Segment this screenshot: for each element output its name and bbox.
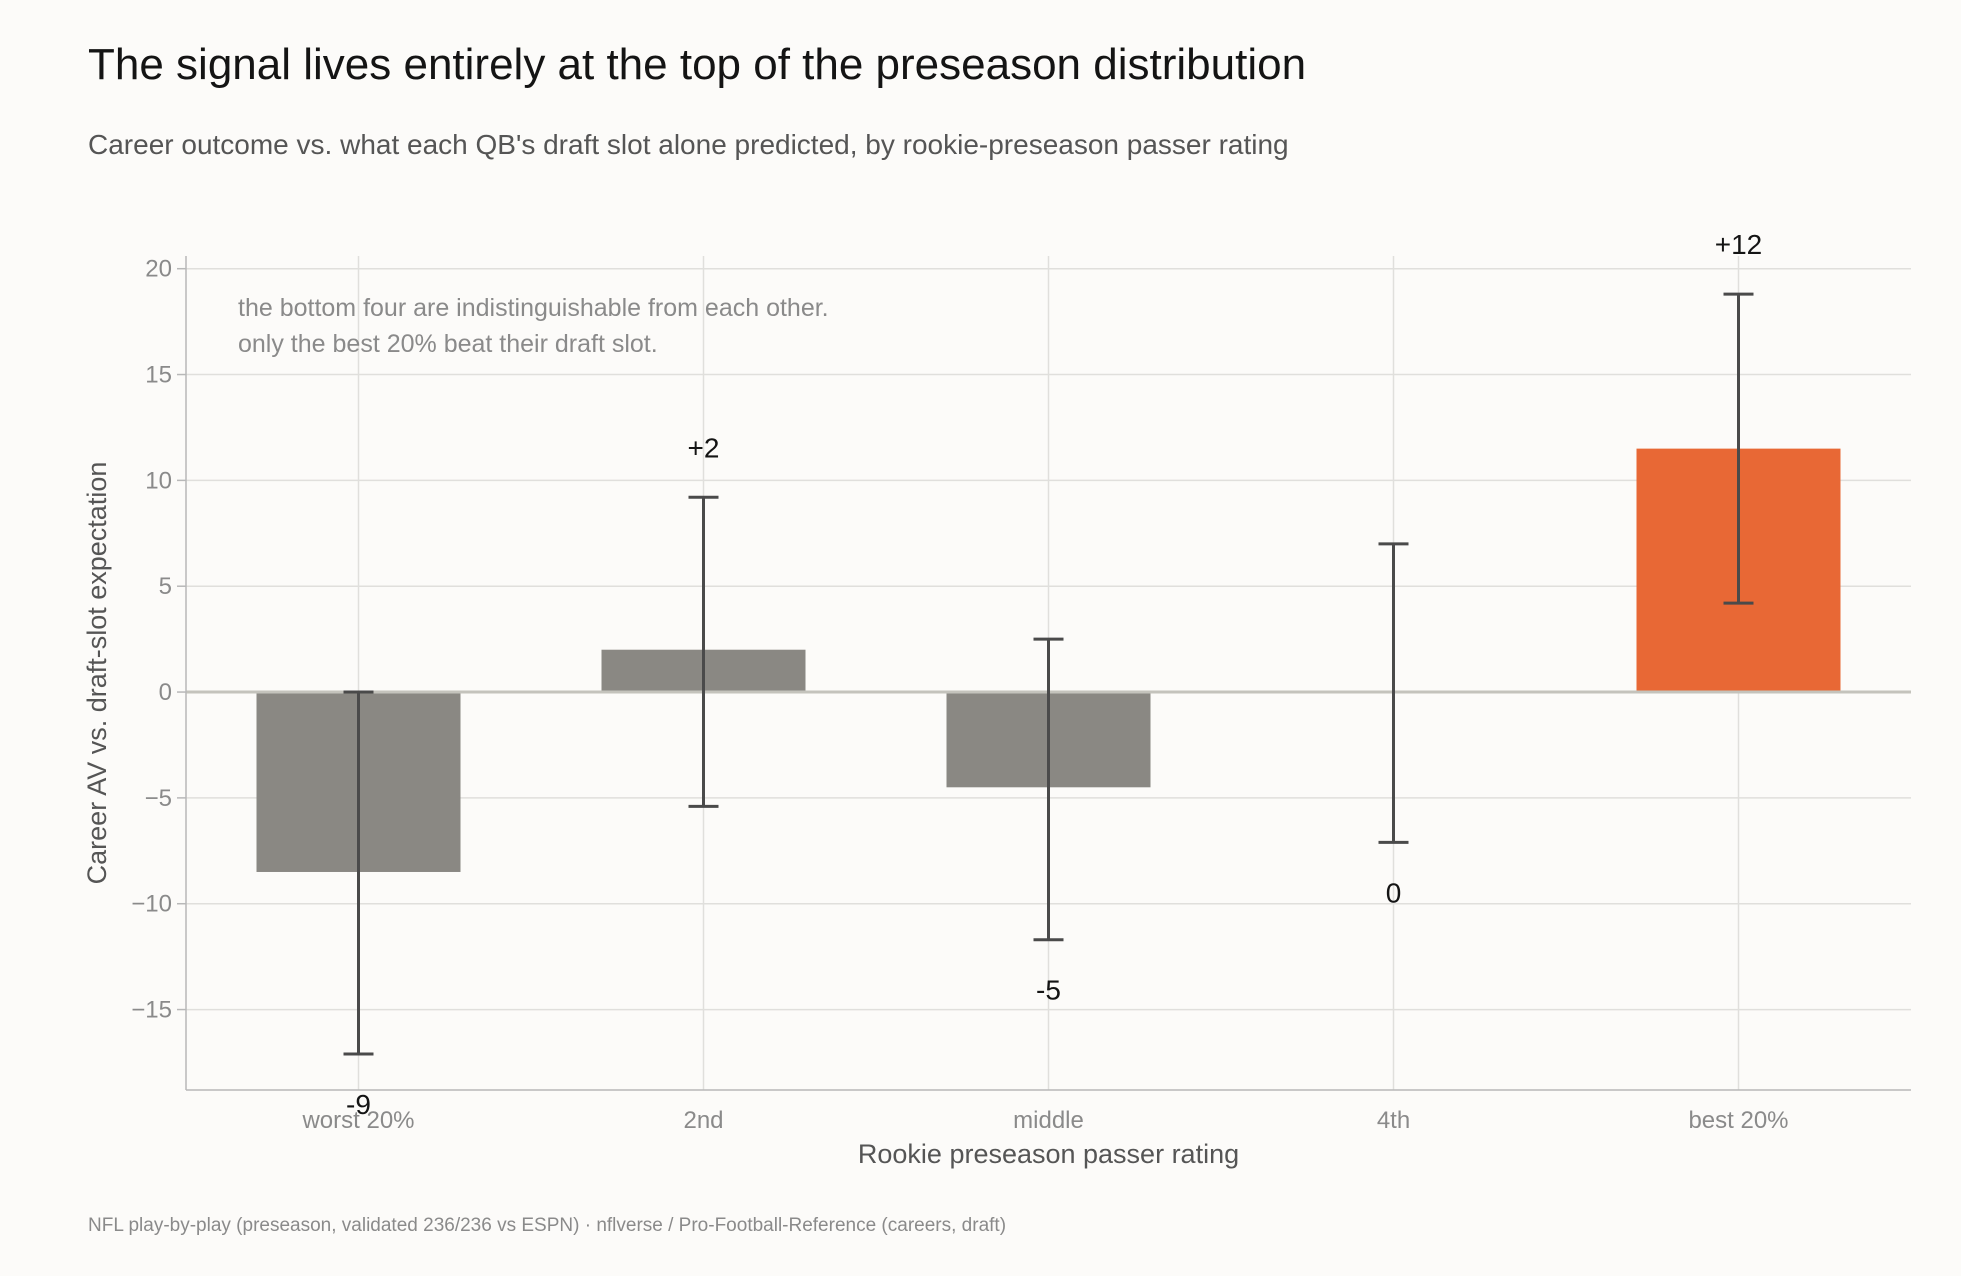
y-axis-label: Career AV vs. draft-slot expectation [82,462,112,885]
chart-subtitle: Career outcome vs. what each QB's draft … [88,129,1289,160]
annotation-line: only the best 20% beat their draft slot. [238,330,658,358]
data-label: -9 [346,1089,371,1120]
annotation-line: the bottom four are indistinguishable fr… [238,294,829,322]
y-tick-label: −10 [131,891,172,918]
y-tick-label: 10 [145,467,172,494]
y-tick-label: 15 [145,362,172,389]
y-tick-label: 0 [159,679,172,706]
y-tick-label: −15 [131,997,172,1024]
data-label: -5 [1036,975,1061,1006]
x-tick-label: best 20% [1688,1107,1788,1134]
data-label: +2 [688,432,720,463]
source-footer: NFL play-by-play (preseason, validated 2… [88,1215,1007,1236]
x-axis-label: Rookie preseason passer rating [858,1139,1239,1169]
x-tick-label: 4th [1377,1107,1410,1134]
x-tick-label: 2nd [683,1107,723,1134]
data-label: +12 [1715,229,1763,260]
data-label: 0 [1386,877,1402,908]
x-tick-label: middle [1013,1107,1084,1134]
x-tick-label: worst 20% [301,1107,414,1134]
y-tick-label: 20 [145,256,172,283]
y-tick-label: 5 [159,573,172,600]
chart-title: The signal lives entirely at the top of … [88,40,1307,89]
y-tick-label: −5 [145,785,172,812]
